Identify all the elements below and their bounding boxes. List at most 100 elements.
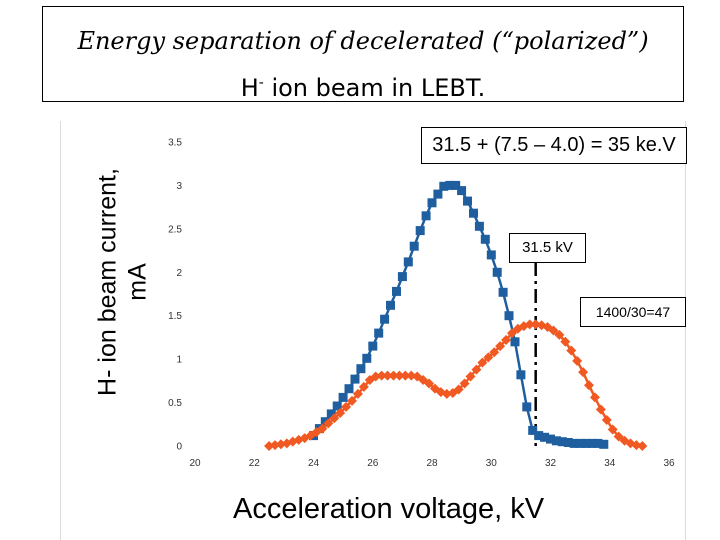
orange-series-point [506, 328, 517, 339]
blue-series-point [374, 328, 384, 338]
blue-series-point [546, 434, 555, 444]
orange-series-point [483, 352, 494, 363]
orange-series-point [584, 380, 595, 391]
orange-series-point [347, 395, 358, 406]
orange-series-point [524, 319, 535, 330]
orange-series-point [376, 370, 387, 381]
blue-series-point [569, 438, 579, 448]
slide-title-line1: Energy separation of decelerated (“polar… [77, 27, 649, 55]
chart-panel [60, 121, 686, 540]
orange-series-point [471, 364, 482, 375]
orange-series-point [406, 370, 417, 381]
blue-series-point [445, 180, 455, 190]
x-tick-label: 30 [486, 458, 498, 469]
blue-series-point [332, 401, 342, 411]
orange-series-point [631, 440, 642, 451]
orange-series-point [601, 414, 612, 425]
slide-title-line2: H- ion beam in LEBT. [43, 74, 683, 102]
orange-series-point [329, 413, 340, 424]
blue-series-point [397, 272, 407, 282]
blue-series-point [427, 198, 437, 208]
slide-title-box: Energy separation of decelerated (“polar… [42, 6, 684, 102]
x-tick-label: 26 [367, 458, 379, 469]
x-tick-label: 20 [189, 458, 201, 469]
blue-series-point [433, 189, 443, 199]
y-tick-label: 2 [176, 268, 182, 279]
x-tick-label: 36 [663, 458, 675, 469]
y-tick-label: 2.5 [168, 224, 182, 235]
title-h-prefix: H [240, 74, 259, 102]
blue-series-point [380, 314, 390, 324]
blue-series-point [469, 208, 478, 218]
blue-series-point [486, 250, 496, 260]
blue-series-point [463, 196, 472, 206]
y-tick-label: 3.5 [168, 138, 182, 149]
orange-series-point [560, 336, 571, 347]
blue-series-point [551, 436, 561, 446]
y-tick-label: 1.5 [168, 311, 182, 322]
orange-series-point [424, 378, 435, 389]
blue-series-point [409, 241, 419, 251]
orange-series-point [607, 424, 618, 435]
y-tick-label: 0 [176, 442, 182, 453]
blue-series-point [504, 311, 514, 321]
orange-series-point [637, 441, 648, 451]
orange-series-point [572, 355, 583, 366]
blue-series-point [540, 432, 550, 442]
x-tick-label: 22 [249, 458, 261, 469]
orange-series-point [465, 371, 476, 382]
blue-series-point [356, 364, 366, 374]
orange-series-point [335, 407, 346, 418]
orange-series-point [589, 392, 600, 403]
blue-series-point [451, 180, 461, 190]
orange-series-point [317, 423, 328, 434]
orange-series-point [441, 388, 452, 399]
blue-series-line [312, 184, 604, 446]
blue-series-point [338, 392, 348, 402]
orange-series-point [275, 439, 286, 450]
blue-series-point [403, 257, 413, 267]
blue-series-point [392, 286, 401, 296]
x-tick-label: 34 [604, 458, 616, 469]
orange-series-point [341, 401, 352, 412]
voltage-marker-callout: 31.5 kV [509, 233, 586, 263]
blue-series-point [575, 438, 585, 448]
orange-series-point [400, 370, 411, 381]
blue-series-point [415, 226, 425, 236]
ratio-callout: 1400/30=47 [580, 297, 686, 327]
blue-series-point [350, 374, 360, 384]
title-line2-suffix: ion beam in LEBT. [263, 74, 486, 102]
orange-series-point [352, 388, 363, 399]
y-axis-label: H- ion beam current, [93, 168, 122, 396]
orange-series-point [459, 378, 470, 389]
y-tick-label: 3 [176, 181, 182, 192]
orange-series-point [358, 381, 369, 392]
orange-series-point [595, 404, 606, 415]
orange-series-point [548, 325, 559, 336]
y-axis-unit-label: mA [123, 263, 152, 301]
orange-series-point [501, 335, 512, 346]
orange-series-point [370, 371, 381, 382]
orange-series-point [394, 370, 405, 381]
orange-series-point [382, 370, 393, 381]
y-tick-label: 1 [176, 355, 182, 366]
blue-series-point [439, 181, 449, 191]
orange-series-point [264, 441, 275, 451]
blue-series-point [326, 409, 336, 419]
orange-series-point [554, 329, 565, 340]
blue-series-point [498, 287, 508, 297]
blue-series-point [528, 425, 538, 435]
blue-series-point [599, 439, 609, 449]
orange-series-point [477, 357, 488, 368]
blue-series-point [457, 186, 467, 196]
orange-series-point [566, 345, 577, 356]
blue-series-point [516, 370, 526, 380]
x-tick-label: 24 [308, 458, 320, 469]
blue-series-point [522, 402, 532, 412]
x-axis-label: Acceleration voltage, kV [233, 493, 545, 525]
energy-formula-callout: 31.5 + (7.5 – 4.0) = 35 ke.V [421, 127, 687, 164]
orange-series-point [530, 319, 541, 330]
orange-series-point [613, 431, 624, 442]
blue-series-point [344, 384, 354, 394]
blue-series-point [386, 300, 395, 310]
